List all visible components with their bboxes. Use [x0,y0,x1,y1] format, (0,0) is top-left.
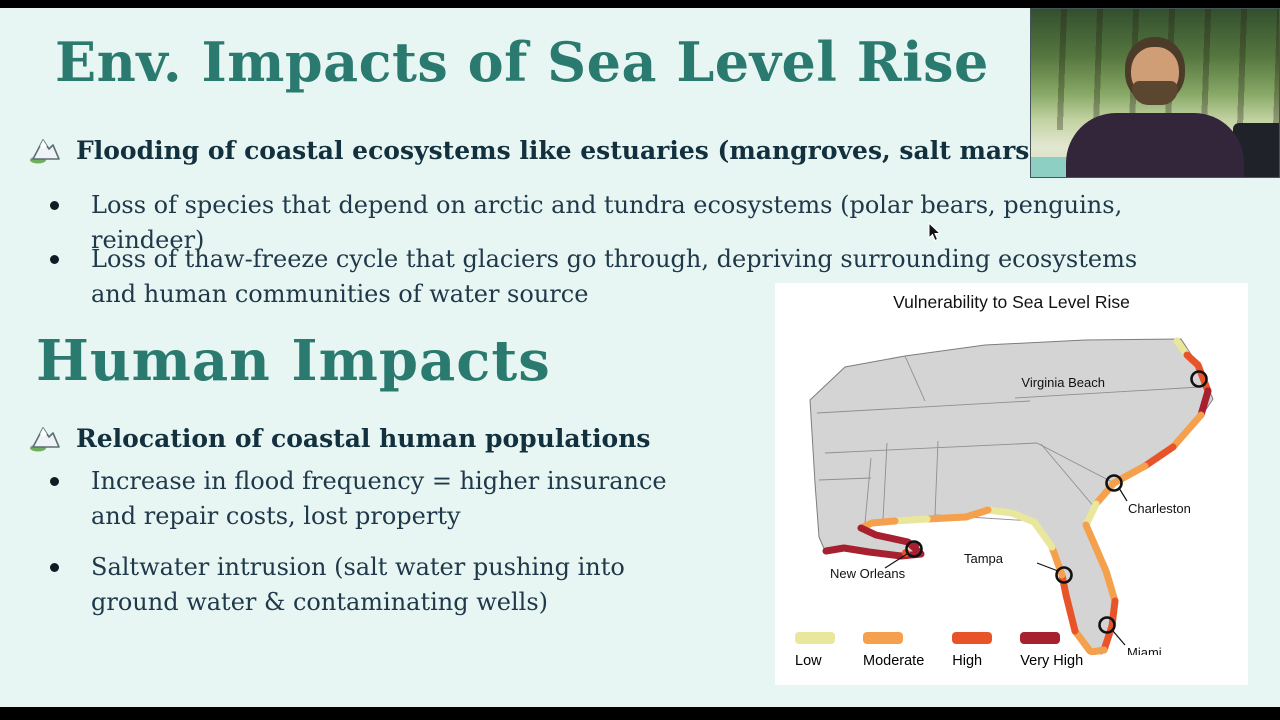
presenter-beard [1132,81,1178,105]
human-bullet-saltwater: Saltwater intrusion (salt water pushing … [46,550,639,620]
city-markers [905,370,1208,634]
bullet-text: Saltwater intrusion (salt water pushing … [91,553,625,616]
map-panel: Vulnerability to Sea Level Rise [775,283,1248,685]
legend-item-high: High [952,632,993,669]
city-marker-virginia-beach [1190,370,1208,388]
slide-title: Env. Impacts of Sea Level Rise [55,30,989,94]
map-title: Vulnerability to Sea Level Rise [893,292,1130,312]
city-label-tampa: Tampa [964,551,1004,566]
states-landmass [809,338,1214,655]
legend-item-very-high: Very High [1020,632,1083,669]
human-bullet-relocation: Relocation of coastal human populations [28,422,651,458]
bullet-dot [50,563,59,572]
env-bullet-flooding: Flooding of coastal ecosystems like estu… [28,134,1089,170]
city-marker-new-orleans [905,540,923,558]
city-label-charleston: Charleston [1128,501,1191,516]
bullet-dot [50,477,59,486]
bullet-dot [50,255,59,264]
map-legend: Low Moderate High Very High [795,632,1083,669]
city-label-new-orleans: New Orleans [830,566,906,581]
top-letterbox [0,0,1280,8]
legend-swatch-moderate [863,632,903,644]
bullet-dot [50,201,59,210]
iceberg-icon [28,136,62,170]
human-impacts-title: Human Impacts [36,328,551,394]
env-bullet-species: Loss of species that depend on arctic an… [46,188,1226,258]
legend-label: Very High [1020,653,1084,669]
city-label-virginia-beach: Virginia Beach [1021,375,1105,390]
bullet-text: Flooding of coastal ecosystems like estu… [76,136,1090,165]
human-bullet-flood-frequency: Increase in flood frequency = higher ins… [46,464,681,534]
env-bullet-thaw-freeze: Loss of thaw-freeze cycle that glaciers … [46,242,1181,312]
legend-label: Moderate [863,653,925,669]
presenter [1031,9,1279,177]
bullet-text: Loss of species that depend on arctic an… [91,191,1123,254]
webcam-overlay [1030,8,1280,178]
legend-swatch-low [795,632,835,644]
legend-swatch-high [952,632,993,644]
city-label-miami: Miami [1127,645,1162,655]
city-marker-miami [1098,616,1116,634]
bullet-text: Increase in flood frequency = higher ins… [91,467,667,530]
legend-label: Low [795,653,822,669]
us-southeast-vulnerability-map: Virginia Beach Charleston Tampa New Orle… [809,337,1214,655]
city-leader-lines [884,487,1128,646]
legend-item-moderate: Moderate [863,632,924,669]
city-marker-charleston [1105,474,1123,492]
iceberg-icon [28,424,62,458]
teal-corner-accent [1031,157,1075,177]
mouse-cursor [928,222,942,242]
city-marker-tampa [1055,566,1073,584]
legend-item-low: Low [795,632,835,669]
legend-label: High [952,653,983,669]
legend-swatch-very-high [1020,632,1061,644]
bullet-text: Loss of thaw-freeze cycle that glaciers … [91,245,1138,308]
bottom-letterbox [0,707,1280,720]
bullet-text: Relocation of coastal human populations [76,424,651,453]
state-borders [816,355,1201,524]
presenter-torso [1066,113,1244,177]
